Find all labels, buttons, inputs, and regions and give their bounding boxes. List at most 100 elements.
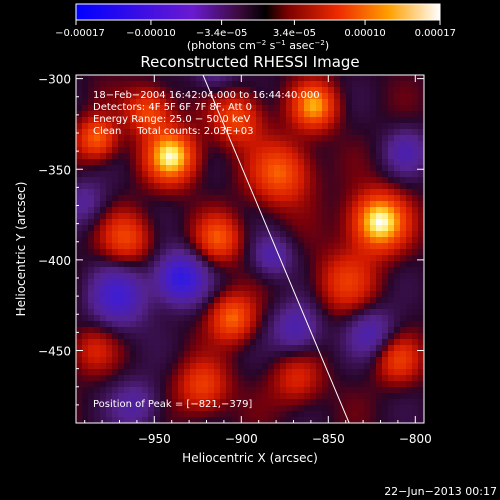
heatmap-cell [220,357,227,364]
heatmap-cell [160,117,167,124]
heatmap-cell [214,303,221,310]
heatmap-cell [322,195,329,202]
heatmap-cell [106,225,113,232]
heatmap-cell [274,255,281,262]
heatmap-cell [208,243,215,250]
heatmap-cell [100,291,107,298]
heatmap-cell [352,249,359,256]
heatmap-cell [196,231,203,238]
heatmap-cell [406,141,413,148]
heatmap-cell [340,171,347,178]
heatmap-cell [400,123,407,130]
heatmap-cell [148,279,155,286]
heatmap-cell [388,279,395,286]
heatmap-cell [334,363,341,370]
heatmap-cell [190,105,197,112]
heatmap-cell [148,411,155,418]
heatmap-cell [148,183,155,190]
heatmap-cell [88,87,95,94]
heatmap-cell [400,195,407,202]
heatmap-cell [112,351,119,358]
heatmap-cell [316,297,323,304]
heatmap-cell [340,387,347,394]
heatmap-cell [280,291,287,298]
heatmap-cell [334,141,341,148]
heatmap-cell [208,249,215,256]
heatmap-cell [358,117,365,124]
heatmap-cell [316,225,323,232]
heatmap-cell [334,159,341,166]
heatmap-cell [88,345,95,352]
heatmap-cell [208,207,215,214]
heatmap-cell [238,243,245,250]
heatmap-cell [196,165,203,172]
heatmap-cell [184,321,191,328]
heatmap-cell [358,225,365,232]
heatmap-cell [166,405,173,412]
heatmap-cell [226,309,233,316]
heatmap-cell [394,261,401,268]
heatmap-cell [262,261,269,268]
heatmap-cell [232,255,239,262]
heatmap-cell [394,339,401,346]
heatmap-cell [256,327,263,334]
heatmap-cell [286,381,293,388]
heatmap-cell [394,357,401,364]
heatmap-cell [406,231,413,238]
heatmap-cell [358,177,365,184]
heatmap-cell [226,357,233,364]
heatmap-cell [412,153,419,160]
heatmap-cell [316,111,323,118]
heatmap-cell [148,99,155,106]
heatmap-cell [382,75,389,82]
heatmap-cell [400,171,407,178]
heatmap-cell [196,117,203,124]
heatmap-cell [142,213,149,220]
heatmap-cell [418,333,424,340]
colorbar-tick-label: 0.00010 [344,28,385,39]
heatmap-cell [184,117,191,124]
heatmap-cell [178,135,185,142]
heatmap-cell [280,369,287,376]
heatmap-cell [172,237,179,244]
heatmap-cell [124,135,131,142]
heatmap-cell [226,369,233,376]
heatmap-cell [220,81,227,88]
heatmap-cell [298,417,305,423]
heatmap-cell [388,375,395,382]
heatmap-cell [130,213,137,220]
heatmap-cell [160,171,167,178]
heatmap-cell [274,315,281,322]
heatmap-cell [238,351,245,358]
heatmap-cell [148,291,155,298]
heatmap-cell [316,411,323,418]
heatmap-cell [112,303,119,310]
heatmap-cell [124,141,131,148]
heatmap-cell [256,321,263,328]
heatmap-cell [88,219,95,226]
heatmap-cell [82,129,89,136]
heatmap-cell [256,381,263,388]
heatmap-cell [388,207,395,214]
heatmap-cell [190,165,197,172]
heatmap-cell [328,207,335,214]
heatmap-cell [100,231,107,238]
heatmap-cell [148,261,155,268]
heatmap-cell [250,399,257,406]
heatmap-cell [274,399,281,406]
heatmap-cell [250,129,257,136]
heatmap-cell [274,411,281,418]
heatmap-cell [196,243,203,250]
heatmap-cell [160,267,167,274]
heatmap-cell [100,237,107,244]
heatmap-cell [322,243,329,250]
heatmap-cell [328,177,335,184]
heatmap-cell [214,309,221,316]
heatmap-cell [274,357,281,364]
heatmap-cell [286,243,293,250]
heatmap-cell [112,345,119,352]
heatmap-cell [214,357,221,364]
heatmap-cell [232,201,239,208]
heatmap-cell [274,393,281,400]
heatmap-cell [76,117,83,124]
